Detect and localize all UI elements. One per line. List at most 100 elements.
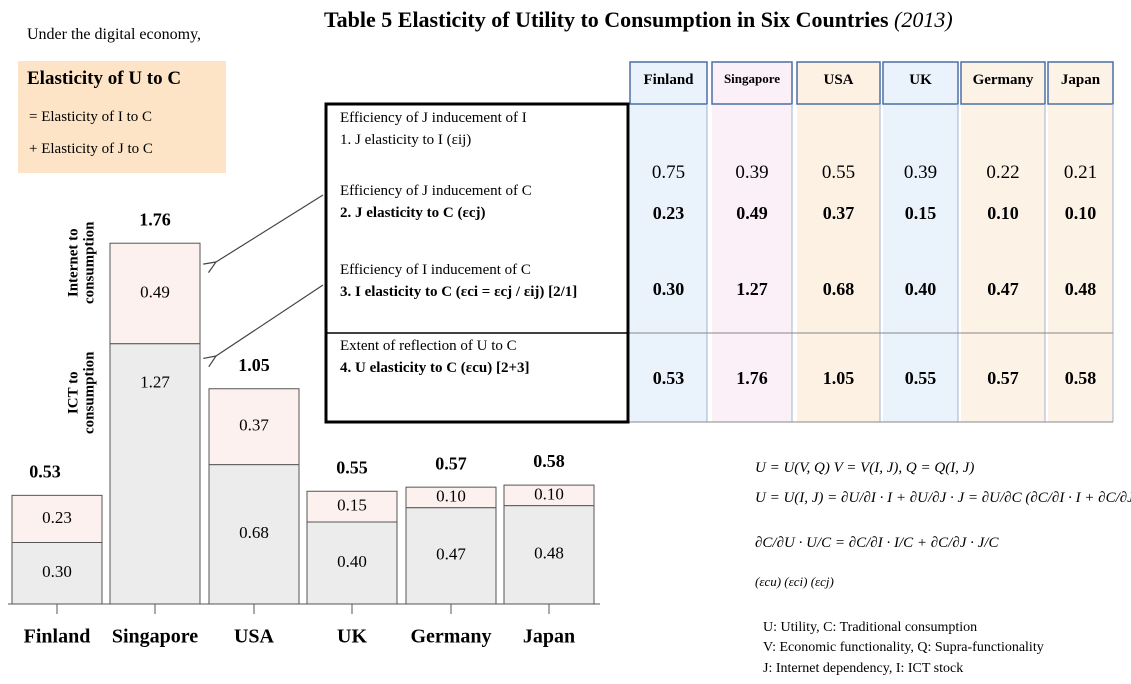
segment-label: 0.48: [534, 544, 564, 563]
segment-label: 0.30: [42, 562, 72, 581]
segment-label: 0.10: [534, 484, 564, 503]
cell-value: 0.39: [903, 162, 938, 183]
row-heading: Extent of reflection of U to C: [340, 338, 517, 354]
cell-value: 0.15: [904, 203, 937, 223]
x-tick-label: UK: [337, 626, 367, 648]
bar-segment: [208, 464, 300, 605]
bar-segment: [11, 494, 103, 544]
column-bg: [883, 62, 958, 422]
row-label: 4. U elasticity to C (εcu) [2+3]: [340, 360, 530, 376]
note-box: [18, 61, 226, 173]
series-label: ICT to consumption: [65, 351, 97, 435]
total-label: 0.58: [533, 451, 565, 471]
cell-value: 0.23: [652, 203, 685, 223]
column-bg: [630, 62, 707, 422]
column-header: Germany: [972, 72, 1034, 88]
column-header: Japan: [1060, 72, 1101, 88]
cell-value: 0.55: [904, 368, 937, 388]
cell-value: 0.30: [652, 279, 685, 299]
segment-label: 0.40: [337, 552, 367, 571]
cell-value: 0.10: [987, 203, 1019, 223]
cell-value: 0.40: [904, 279, 937, 299]
cell-value: 0.47: [987, 279, 1019, 299]
header-cell: [629, 61, 708, 105]
segment-label: 0.49: [140, 282, 170, 301]
title-year: (2013): [894, 7, 953, 32]
column-bg: [961, 62, 1045, 422]
bar-segment: [503, 505, 595, 605]
column-header: Singapore: [723, 71, 781, 86]
table-graphics: [324, 61, 1114, 424]
title-text: Table 5 Elasticity of Utility to Consump…: [324, 7, 889, 32]
cell-value: 0.55: [821, 162, 856, 183]
cell-value: 0.58: [1064, 368, 1097, 388]
bar-segment: [306, 490, 398, 523]
cell-value: 0.53: [652, 368, 685, 388]
column-header: USA: [823, 72, 854, 88]
table-title: Table 5 Elasticity of Utility to Consump…: [324, 7, 953, 32]
cell-value: 0.10: [1064, 203, 1097, 223]
formula: U = U(I, J) = ∂U/∂I · I + ∂U/∂J · J = ∂U…: [755, 490, 1131, 506]
legend-line: V: Economic functionality, Q: Supra-func…: [763, 640, 1044, 655]
cell-value: 0.57: [987, 368, 1019, 388]
cell-value: 0.48: [1064, 279, 1097, 299]
cell-value: 0.22: [986, 162, 1020, 183]
column-header: Finland: [643, 72, 694, 88]
cell-value: 0.68: [822, 279, 855, 299]
header-cell: [711, 61, 793, 105]
column-bg: [797, 62, 880, 422]
segment-label: 0.23: [42, 508, 72, 527]
bar-segment: [503, 484, 595, 507]
segment-label: 0.37: [239, 416, 269, 435]
row-heading: Efficiency of J inducement of I: [340, 110, 527, 126]
header-cell: [882, 61, 959, 105]
bar-segment: [109, 242, 201, 345]
total-label: 0.53: [29, 461, 61, 481]
column-bg: [712, 62, 792, 422]
bar-segment: [109, 343, 201, 605]
segment-label: 0.15: [337, 496, 367, 515]
cell-value: 0.21: [1063, 162, 1098, 183]
note-line: = Elasticity of I to C: [29, 109, 153, 125]
bar-segment: [11, 542, 103, 605]
total-label: 1.76: [139, 209, 171, 229]
header-cell: [960, 61, 1046, 105]
formula: U = U(V, Q) V = V(I, J), Q = Q(I, J): [755, 460, 975, 476]
series-label: Internet to consumption: [65, 221, 97, 305]
label-box: [324, 102, 630, 424]
total-label: 0.55: [336, 457, 368, 477]
note-line: Elasticity of U to C: [27, 68, 182, 89]
legend-line: U: Utility, C: Traditional consumption: [763, 620, 978, 635]
segment-label: 0.68: [239, 523, 269, 542]
cell-value: 1.05: [822, 368, 855, 388]
cell-value: 1.76: [736, 368, 768, 388]
x-tick-label: Finland: [24, 626, 91, 648]
cell-value: 0.75: [651, 162, 686, 183]
bar-segment: [208, 388, 300, 466]
cell-value: 1.27: [736, 279, 768, 299]
note-line: + Elasticity of J to C: [29, 141, 153, 157]
column-header: UK: [909, 72, 932, 88]
x-tick-label: Germany: [410, 626, 491, 648]
bar-segment: [306, 521, 398, 605]
formula: ∂C/∂U · U/C = ∂C/∂I · I/C + ∂C/∂J · J/C: [755, 535, 999, 551]
total-label: 1.05: [238, 355, 270, 375]
cell-value: 0.37: [822, 203, 855, 223]
header-cell: [1047, 61, 1114, 105]
row-label: 1. J elasticity to I (εij): [340, 132, 472, 148]
segment-label: 0.10: [436, 486, 466, 505]
cell-value: 0.49: [736, 203, 768, 223]
header-cell: [796, 61, 881, 105]
row-heading: Efficiency of I inducement of C: [340, 262, 531, 278]
bar-chart: 0.30 0.23 0.53 Finland 1.27 0.49 1.76 Singapore…: [8, 209, 600, 648]
row-heading: Efficiency of J inducement of C: [340, 183, 532, 199]
total-label: 0.57: [435, 453, 467, 473]
segment-label: 1.27: [140, 373, 170, 392]
x-tick-label: Singapore: [112, 626, 198, 648]
cell-value: 0.39: [735, 162, 769, 183]
x-tick-label: USA: [234, 626, 275, 648]
column-bg: [1048, 62, 1113, 422]
intro: Under the digital economy,: [27, 26, 202, 43]
